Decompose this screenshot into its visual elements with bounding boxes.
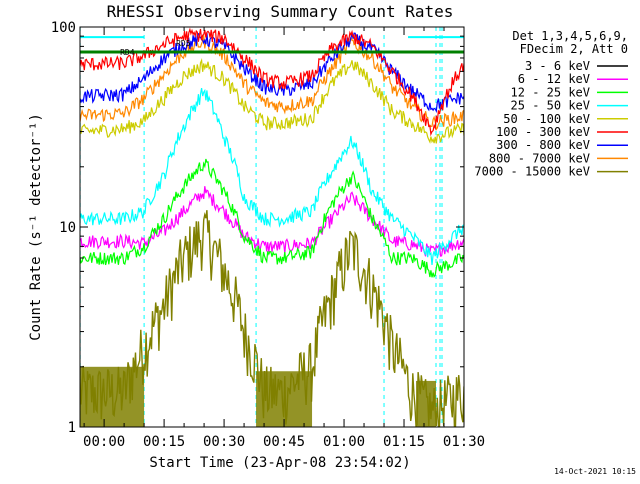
olive-noise-band-mid <box>256 371 313 427</box>
y-axis-label: Count Rate (s⁻¹ detector⁻¹) <box>28 113 44 341</box>
legend-label-8: 7000 - 15000 keV <box>474 165 590 179</box>
axis-ticks: 00:00 00:15 00:30 00:45 01:00 01:15 01:30 1 10 10… <box>51 20 485 450</box>
series-line-6to12keV <box>80 186 464 257</box>
y-tick-label-2: 100 <box>51 20 76 36</box>
legend-label-4: 50 - 100 keV <box>503 112 590 126</box>
series-line-800to7000keV <box>80 35 464 131</box>
x-axis-label: Start Time (23-Apr-08 23:54:02) <box>149 455 410 471</box>
legend: Det 1,3,4,5,6,9,FDecim 2, Att 0 3 - 6 keV… <box>474 29 628 179</box>
olive-noise-band-right <box>416 380 437 427</box>
x-tick-label-0: 00:00 <box>83 434 125 450</box>
series-line-12to25keV <box>80 158 464 278</box>
annotation-rd4: RD4 <box>120 48 135 57</box>
legend-label-1: 6 - 12 keV <box>518 72 590 86</box>
legend-label-0: 3 - 6 keV <box>525 59 590 73</box>
legend-header-line-0: Det 1,3,4,5,6,9, <box>512 29 628 43</box>
x-tick-label-1: 00:15 <box>143 434 185 450</box>
series-line-100to300keV <box>80 27 464 137</box>
legend-label-2: 12 - 25 keV <box>511 85 590 99</box>
chart-title: RHESSI Observing Summary Count Rates <box>107 2 454 21</box>
legend-label-6: 300 - 800 keV <box>496 138 590 152</box>
x-tick-label-5: 01:15 <box>383 434 425 450</box>
series-line-25to50keV <box>80 87 464 265</box>
y-tick-label-0: 1 <box>68 420 76 436</box>
series-line-50to100keV <box>80 58 464 144</box>
plot-area: RD4 RD5 <box>80 27 464 427</box>
y-tick-label-1: 10 <box>59 220 76 236</box>
series-line-300to800keV <box>80 31 464 114</box>
x-tick-label-3: 00:45 <box>263 434 305 450</box>
plot-layer: RD4 RD5 <box>80 27 464 427</box>
olive-noise-band-left <box>80 366 145 427</box>
legend-label-7: 800 - 7000 keV <box>489 151 590 165</box>
legend-header-line-1: FDecim 2, Att 0 <box>520 42 628 56</box>
x-tick-label-2: 00:30 <box>203 434 245 450</box>
x-tick-label-6: 01:30 <box>443 434 485 450</box>
x-tick-label-4: 01:00 <box>323 434 365 450</box>
date-stamp: 14-Oct-2021 10:15 <box>554 467 636 476</box>
annotation-rd5: RD5 <box>176 39 191 48</box>
legend-label-5: 100 - 300 keV <box>496 125 590 139</box>
legend-label-3: 25 - 50 keV <box>511 99 590 113</box>
